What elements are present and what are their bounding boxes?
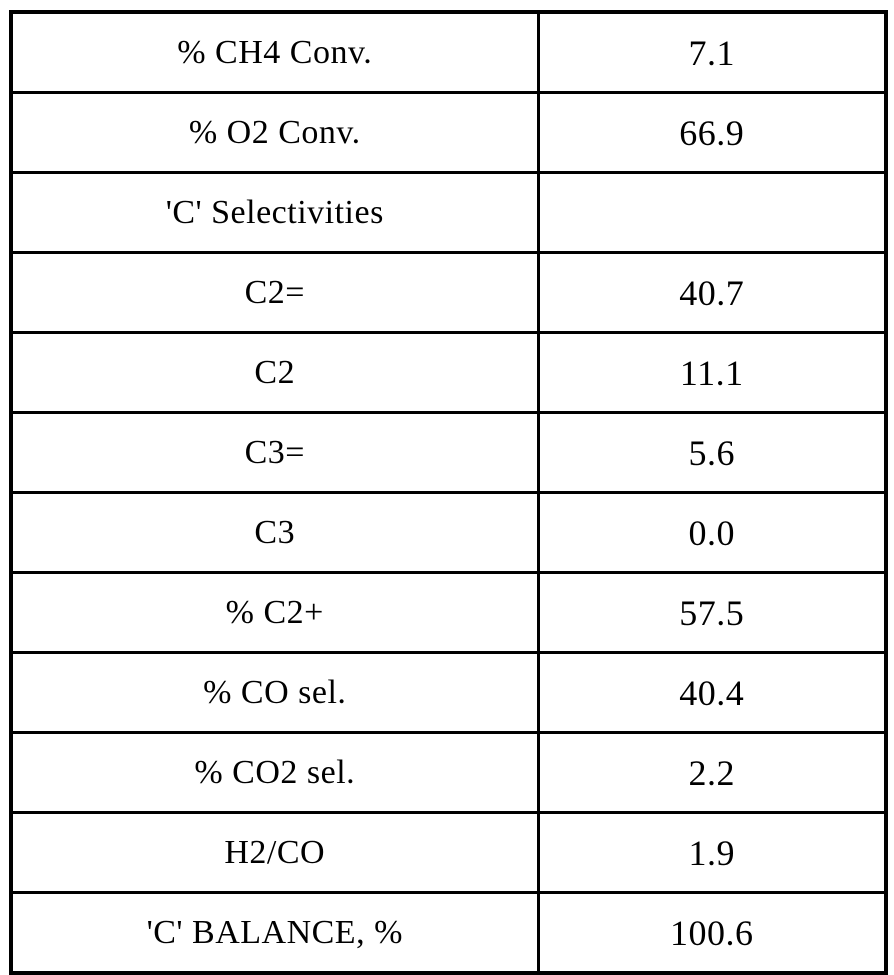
table-row: C3= 5.6 [9,411,888,494]
table-row: 'C' Selectivities [9,171,888,254]
row-label-o2-conv: % O2 Conv. [9,91,540,174]
row-label-c2: C2 [9,331,540,414]
row-value-c2-olefin: 40.7 [536,251,888,334]
row-label-co-sel: % CO sel. [9,651,540,734]
row-label-c3-olefin: C3= [9,411,540,494]
table-row: % CO2 sel. 2.2 [9,731,888,814]
row-label-c2-olefin: C2= [9,251,540,334]
results-table: % CH4 Conv. 7.1 % O2 Conv. 66.9 'C' Sele… [9,10,888,975]
row-label-h2-co: H2/CO [9,811,540,894]
table-row: H2/CO 1.9 [9,811,888,894]
table-row: % O2 Conv. 66.9 [9,91,888,174]
row-value-h2-co: 1.9 [536,811,888,894]
row-value-ch4-conv: 7.1 [536,10,888,94]
table-row: C3 0.0 [9,491,888,574]
row-value-c3: 0.0 [536,491,888,574]
row-value-c-selectivities [536,171,888,254]
row-value-o2-conv: 66.9 [536,91,888,174]
row-label-c-balance: 'C' BALANCE, % [9,891,540,975]
table-row: 'C' BALANCE, % 100.6 [9,891,888,975]
row-value-c3-olefin: 5.6 [536,411,888,494]
row-value-c-balance: 100.6 [536,891,888,975]
table-row: % CH4 Conv. 7.1 [9,10,888,94]
row-label-co2-sel: % CO2 sel. [9,731,540,814]
table-row: % CO sel. 40.4 [9,651,888,734]
row-label-c-selectivities: 'C' Selectivities [9,171,540,254]
row-value-c2plus: 57.5 [536,571,888,654]
table-row: % C2+ 57.5 [9,571,888,654]
row-label-c2plus: % C2+ [9,571,540,654]
document-page: % CH4 Conv. 7.1 % O2 Conv. 66.9 'C' Sele… [9,10,888,975]
table-row: C2 11.1 [9,331,888,414]
row-label-c3: C3 [9,491,540,574]
table-row: C2= 40.7 [9,251,888,334]
row-label-ch4-conv: % CH4 Conv. [9,10,540,94]
row-value-c2: 11.1 [536,331,888,414]
row-value-co-sel: 40.4 [536,651,888,734]
row-value-co2-sel: 2.2 [536,731,888,814]
